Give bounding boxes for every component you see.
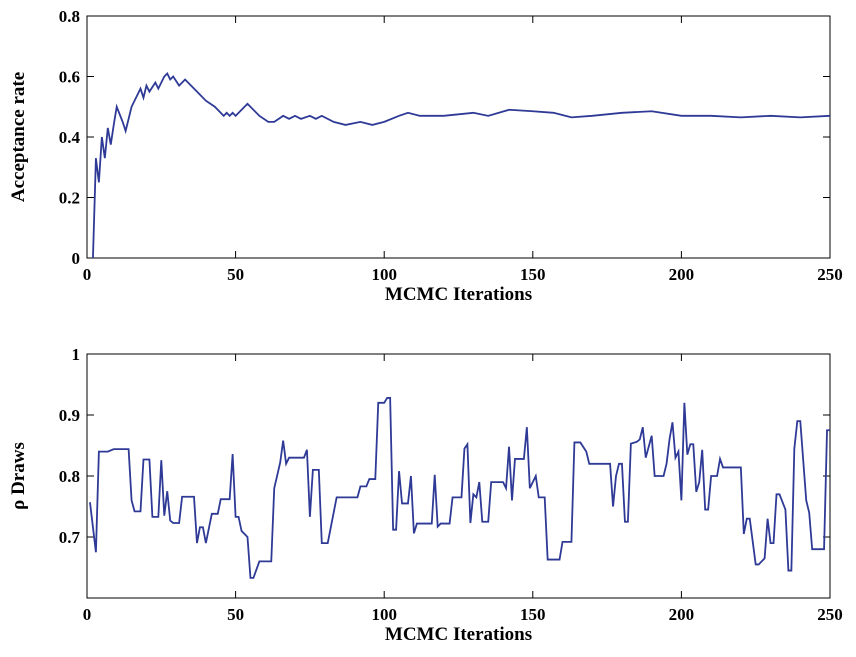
plot-area — [86, 353, 831, 599]
y-tick-label: 0.2 — [59, 189, 80, 208]
x-tick-label: 150 — [520, 605, 546, 624]
y-tick-label: 0.9 — [59, 406, 80, 425]
x-tick-label: 200 — [669, 265, 695, 284]
y-tick-label: 0.4 — [59, 128, 81, 147]
data-line — [89, 397, 830, 579]
y-axis-label: Acceptance rate — [8, 72, 29, 202]
x-tick-label: 50 — [227, 605, 244, 624]
plot-area — [86, 15, 831, 259]
x-tick-label: 250 — [817, 265, 843, 284]
y-tick-label: 0.8 — [59, 7, 80, 26]
x-axis-label: MCMC Iterations — [385, 284, 532, 305]
y-tick-label: 0.8 — [59, 467, 80, 486]
x-tick-label: 0 — [83, 605, 92, 624]
y-tick-label: 0.7 — [59, 528, 81, 547]
x-tick-label: 0 — [83, 265, 92, 284]
x-tick-label: 100 — [371, 605, 397, 624]
x-tick-label: 200 — [669, 605, 695, 624]
x-tick-label: 250 — [817, 605, 843, 624]
data-line — [92, 71, 831, 259]
x-tick-label: 150 — [520, 265, 546, 284]
y-tick-label: 0 — [72, 249, 81, 268]
x-tick-label: 100 — [371, 265, 397, 284]
y-tick-label: 0.6 — [59, 68, 80, 87]
x-tick-label: 50 — [227, 265, 244, 284]
y-axis-label: ρ Draws — [8, 442, 29, 510]
x-axis-label: MCMC Iterations — [385, 624, 532, 645]
y-tick-label: 1 — [72, 345, 81, 364]
